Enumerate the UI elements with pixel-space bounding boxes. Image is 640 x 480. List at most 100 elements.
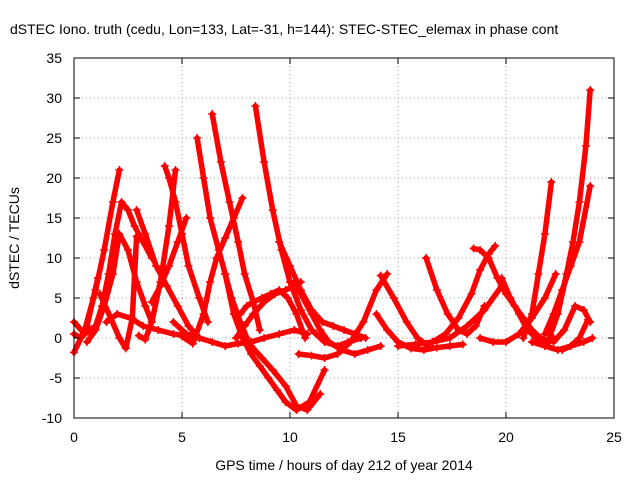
data-point bbox=[441, 330, 450, 338]
data-point bbox=[249, 310, 258, 318]
data-point bbox=[540, 342, 549, 350]
axes: 0 5 10 15 20 25 -10 -5 0 5 10 15 20 25 30 35 bbox=[42, 50, 622, 445]
data-point bbox=[115, 166, 124, 174]
data-point bbox=[540, 230, 549, 238]
data-point bbox=[286, 262, 294, 270]
series-33 bbox=[545, 86, 595, 342]
y-tick-label: -5 bbox=[50, 370, 63, 386]
x-tick-label: 20 bbox=[498, 429, 514, 445]
data-point bbox=[489, 338, 498, 346]
data-point bbox=[156, 282, 165, 290]
series-18 bbox=[238, 334, 325, 414]
data-point bbox=[551, 270, 560, 278]
data-point bbox=[476, 266, 485, 274]
data-point bbox=[571, 302, 580, 310]
plot-frame bbox=[73, 57, 615, 419]
series-trace bbox=[136, 167, 179, 343]
y-tick-label: 25 bbox=[46, 130, 62, 146]
data-point bbox=[320, 366, 329, 374]
data-point bbox=[221, 270, 230, 278]
data-point bbox=[290, 278, 299, 286]
data-point bbox=[249, 298, 258, 306]
data-point bbox=[413, 334, 422, 342]
data-point bbox=[560, 326, 569, 334]
data-point bbox=[242, 302, 251, 310]
data-point bbox=[208, 338, 217, 346]
data-point bbox=[141, 335, 150, 344]
data-point bbox=[359, 318, 368, 326]
data-point bbox=[184, 262, 193, 270]
data-point bbox=[115, 230, 124, 238]
data-point bbox=[389, 294, 398, 302]
data-point bbox=[428, 338, 437, 346]
data-point bbox=[324, 338, 333, 346]
data-point bbox=[124, 246, 132, 254]
data-point bbox=[575, 334, 584, 342]
data-point bbox=[350, 350, 359, 358]
data-point bbox=[236, 310, 245, 318]
data-point bbox=[579, 338, 588, 346]
series-25 bbox=[422, 254, 489, 338]
data-point bbox=[247, 350, 256, 358]
data-point bbox=[178, 230, 186, 238]
data-point bbox=[290, 326, 299, 334]
data-point bbox=[372, 310, 381, 318]
data-point bbox=[247, 342, 256, 350]
data-point bbox=[454, 326, 463, 334]
data-point bbox=[154, 326, 163, 334]
x-tick-label: 25 bbox=[606, 429, 622, 445]
data-point bbox=[298, 294, 307, 302]
data-point bbox=[586, 86, 595, 94]
data-point bbox=[320, 354, 329, 362]
data-point bbox=[275, 286, 284, 294]
y-tick-label: 10 bbox=[46, 250, 62, 266]
data-point bbox=[540, 330, 549, 338]
y-tick-label: 35 bbox=[46, 50, 62, 66]
data-point bbox=[238, 334, 247, 342]
data-point bbox=[376, 342, 385, 350]
series-trace bbox=[209, 111, 263, 333]
data-point bbox=[506, 294, 515, 302]
data-point bbox=[171, 166, 180, 174]
data-point bbox=[178, 332, 186, 341]
data-point bbox=[458, 340, 467, 349]
data-point bbox=[432, 286, 441, 294]
data-point bbox=[102, 318, 111, 326]
data-point bbox=[132, 232, 141, 241]
data-point bbox=[89, 294, 98, 302]
data-point bbox=[165, 174, 174, 182]
data-point bbox=[225, 198, 234, 206]
data-point bbox=[586, 182, 595, 190]
data-point bbox=[514, 330, 523, 338]
data-point bbox=[527, 310, 536, 318]
data-point bbox=[216, 158, 225, 166]
data-point bbox=[363, 346, 372, 354]
data-point bbox=[147, 298, 156, 306]
x-tick-label: 15 bbox=[390, 429, 406, 445]
x-axis-label: GPS time / hours of day 212 of year 2014 bbox=[215, 457, 473, 473]
data-point bbox=[203, 318, 212, 326]
series-9 bbox=[160, 162, 212, 326]
data-point bbox=[476, 246, 485, 254]
data-point bbox=[402, 318, 411, 326]
y-tick-label: 5 bbox=[54, 290, 62, 306]
data-point bbox=[206, 214, 215, 222]
data-point bbox=[195, 294, 204, 302]
data-point bbox=[240, 270, 249, 278]
y-tick-label: 30 bbox=[46, 90, 62, 106]
data-point bbox=[316, 390, 325, 398]
data-point bbox=[141, 302, 150, 310]
data-point bbox=[93, 274, 102, 282]
data-point bbox=[275, 330, 284, 338]
data-point bbox=[502, 338, 510, 346]
data-point bbox=[199, 174, 208, 182]
data-point bbox=[562, 270, 571, 278]
series-21 bbox=[294, 270, 392, 362]
data-point bbox=[579, 306, 588, 314]
data-point bbox=[134, 331, 143, 340]
data-point bbox=[100, 246, 109, 254]
data-point bbox=[152, 262, 161, 270]
series-group bbox=[70, 86, 597, 414]
data-point bbox=[169, 330, 178, 338]
